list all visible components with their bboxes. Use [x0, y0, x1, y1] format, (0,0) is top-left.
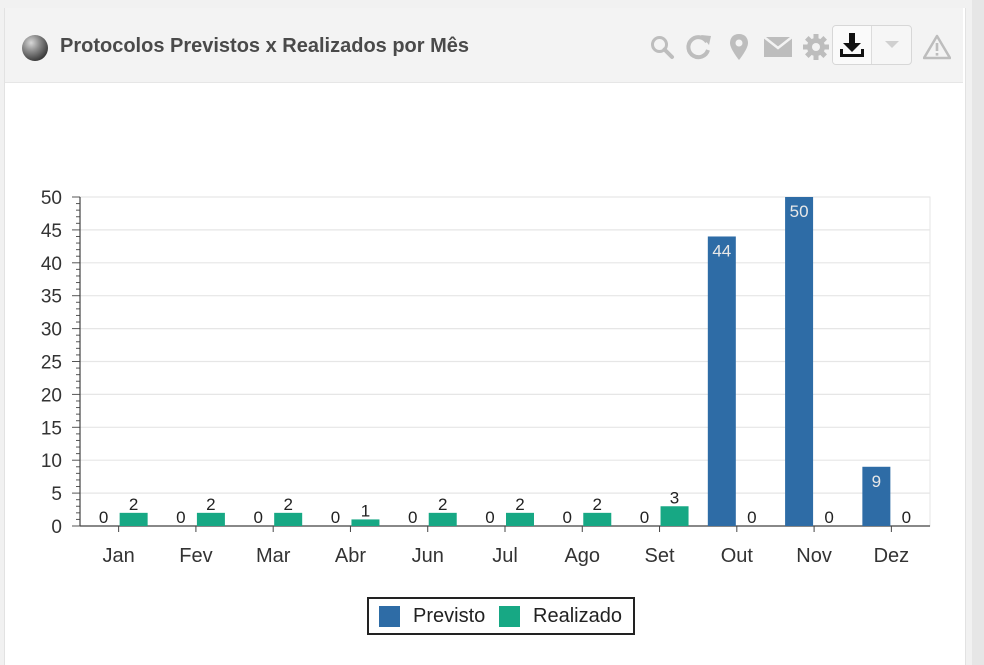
legend-item-realizado[interactable]: Realizado	[499, 599, 622, 633]
legend-label-previsto: Previsto	[413, 604, 486, 627]
y-tick-label: 35	[41, 287, 62, 308]
mail-icon[interactable]	[763, 32, 793, 62]
side-scroll-strip	[972, 0, 984, 665]
refresh-icon[interactable]	[684, 32, 714, 62]
bar-realizado	[196, 512, 225, 526]
x-tick-label: Set	[645, 545, 675, 567]
legend-swatch-previsto	[379, 605, 400, 627]
data-label: 0	[824, 508, 833, 527]
legend-item-previsto[interactable]: Previsto	[379, 599, 485, 633]
bar-realizado	[583, 512, 612, 526]
data-label: 0	[408, 508, 417, 527]
data-label: 2	[438, 495, 447, 514]
x-tick-label: Fev	[179, 545, 212, 567]
x-tick-label: Abr	[335, 545, 366, 567]
data-label: 0	[176, 508, 185, 527]
data-label: 0	[563, 508, 572, 527]
gear-icon[interactable]	[801, 32, 831, 62]
x-tick-label: Out	[721, 545, 754, 567]
data-label: 1	[361, 501, 370, 520]
x-tick-label: Nov	[796, 545, 832, 567]
chevron-down-icon	[884, 41, 899, 48]
x-tick-label: Jan	[103, 545, 135, 567]
data-label: 0	[747, 508, 756, 527]
legend-label-realizado: Realizado	[533, 604, 622, 627]
y-tick-label: 45	[41, 221, 62, 242]
y-tick-label: 0	[51, 517, 62, 538]
search-icon[interactable]	[647, 32, 677, 62]
chart-legend: Previsto Realizado	[367, 597, 635, 635]
bar-previsto	[862, 466, 891, 526]
data-label: 2	[283, 495, 292, 514]
data-label: 2	[515, 495, 524, 514]
bar-previsto	[707, 236, 736, 527]
y-tick-label: 15	[41, 418, 62, 439]
y-tick-label: 40	[41, 254, 62, 275]
y-tick-label: 25	[41, 353, 62, 374]
bar-previsto	[785, 197, 814, 526]
y-tick-label: 50	[41, 188, 62, 209]
y-tick-label: 20	[41, 385, 62, 406]
x-tick-label: Mar	[256, 545, 291, 567]
x-tick-label: Jun	[412, 545, 444, 567]
data-label: 0	[331, 508, 340, 527]
data-label: 0	[485, 508, 494, 527]
data-label: 0	[902, 508, 911, 527]
bar-realizado	[506, 512, 534, 526]
y-tick-label: 10	[41, 451, 62, 472]
data-label: 0	[253, 508, 262, 527]
x-tick-label: Ago	[564, 545, 600, 567]
data-label: 50	[790, 202, 809, 221]
warning-icon[interactable]	[922, 32, 952, 62]
data-label: 44	[712, 241, 731, 260]
download-icon	[840, 33, 864, 57]
data-label: 3	[670, 488, 679, 507]
bar-realizado	[274, 512, 303, 526]
download-button-group	[832, 25, 912, 65]
legend-swatch-realizado	[499, 605, 520, 627]
y-tick-label: 5	[51, 484, 62, 505]
download-dropdown-toggle[interactable]	[872, 26, 911, 64]
y-tick-label: 30	[41, 320, 62, 341]
data-label: 9	[872, 472, 881, 491]
x-tick-label: Dez	[874, 545, 910, 567]
bar-realizado	[119, 512, 148, 526]
bar-realizado	[351, 519, 380, 526]
status-orb-icon	[22, 35, 48, 61]
download-button[interactable]	[833, 26, 872, 64]
map-pin-icon[interactable]	[724, 32, 754, 62]
x-tick-label: Jul	[492, 545, 518, 567]
panel-header: Protocolos Previstos x Realizados por Mê…	[5, 8, 963, 83]
data-label: 2	[206, 495, 215, 514]
data-label: 0	[640, 508, 649, 527]
bar-realizado	[660, 506, 689, 526]
data-label: 2	[593, 495, 602, 514]
data-label: 0	[99, 508, 108, 527]
panel-title: Protocolos Previstos x Realizados por Mê…	[60, 35, 470, 57]
bar-realizado	[428, 512, 457, 526]
data-label: 2	[129, 495, 138, 514]
